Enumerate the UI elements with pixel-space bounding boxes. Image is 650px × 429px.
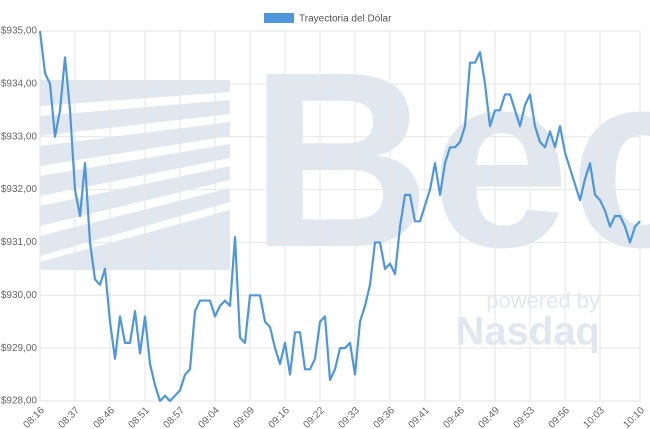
x-tick-label: 10:10: [622, 405, 648, 429]
y-tick-label: $931,00: [1, 237, 38, 248]
y-tick-label: $934,00: [1, 78, 38, 89]
legend-label: Trayectoria del Dólar: [299, 14, 392, 25]
x-tick-label: 08:16: [22, 405, 48, 429]
watermark-logo: Bec: [250, 20, 650, 299]
x-tick-label: 09:56: [547, 405, 573, 429]
x-tick-label: 09:41: [407, 405, 433, 429]
y-tick-label: $929,00: [1, 343, 38, 354]
watermark: Bec powered by Nasdaq: [40, 20, 650, 354]
x-tick-label: 09:09: [232, 405, 258, 429]
y-tick-label: $928,00: [1, 396, 38, 407]
x-tick-label: 10:03: [582, 405, 608, 429]
x-tick-label: 09:36: [372, 405, 398, 429]
x-tick-label: 08:57: [162, 405, 188, 429]
x-tick-label: 08:37: [57, 405, 83, 429]
x-tick-label: 08:51: [127, 405, 153, 429]
watermark-brand: Nasdaq: [456, 310, 601, 354]
x-tick-label: 09:04: [197, 405, 223, 429]
x-tick-label: 08:46: [92, 405, 118, 429]
x-tick-label: 09:33: [337, 405, 363, 429]
watermark-tagline: powered by: [486, 288, 600, 313]
x-tick-label: 09:22: [302, 405, 328, 429]
line-series: [38, 30, 641, 403]
y-tick-label: $933,00: [1, 131, 38, 142]
y-tick-label: $930,00: [1, 290, 38, 301]
x-tick-label: 09:49: [477, 405, 503, 429]
logo-stripes: [40, 80, 230, 270]
x-tick-label: 09:53: [512, 405, 538, 429]
x-tick-label: 09:16: [267, 405, 293, 429]
x-tick-label: 09:46: [442, 405, 468, 429]
y-tick-label: $932,00: [1, 184, 38, 195]
legend-swatch: [264, 13, 294, 23]
y-tick-label: $935,00: [1, 26, 38, 37]
